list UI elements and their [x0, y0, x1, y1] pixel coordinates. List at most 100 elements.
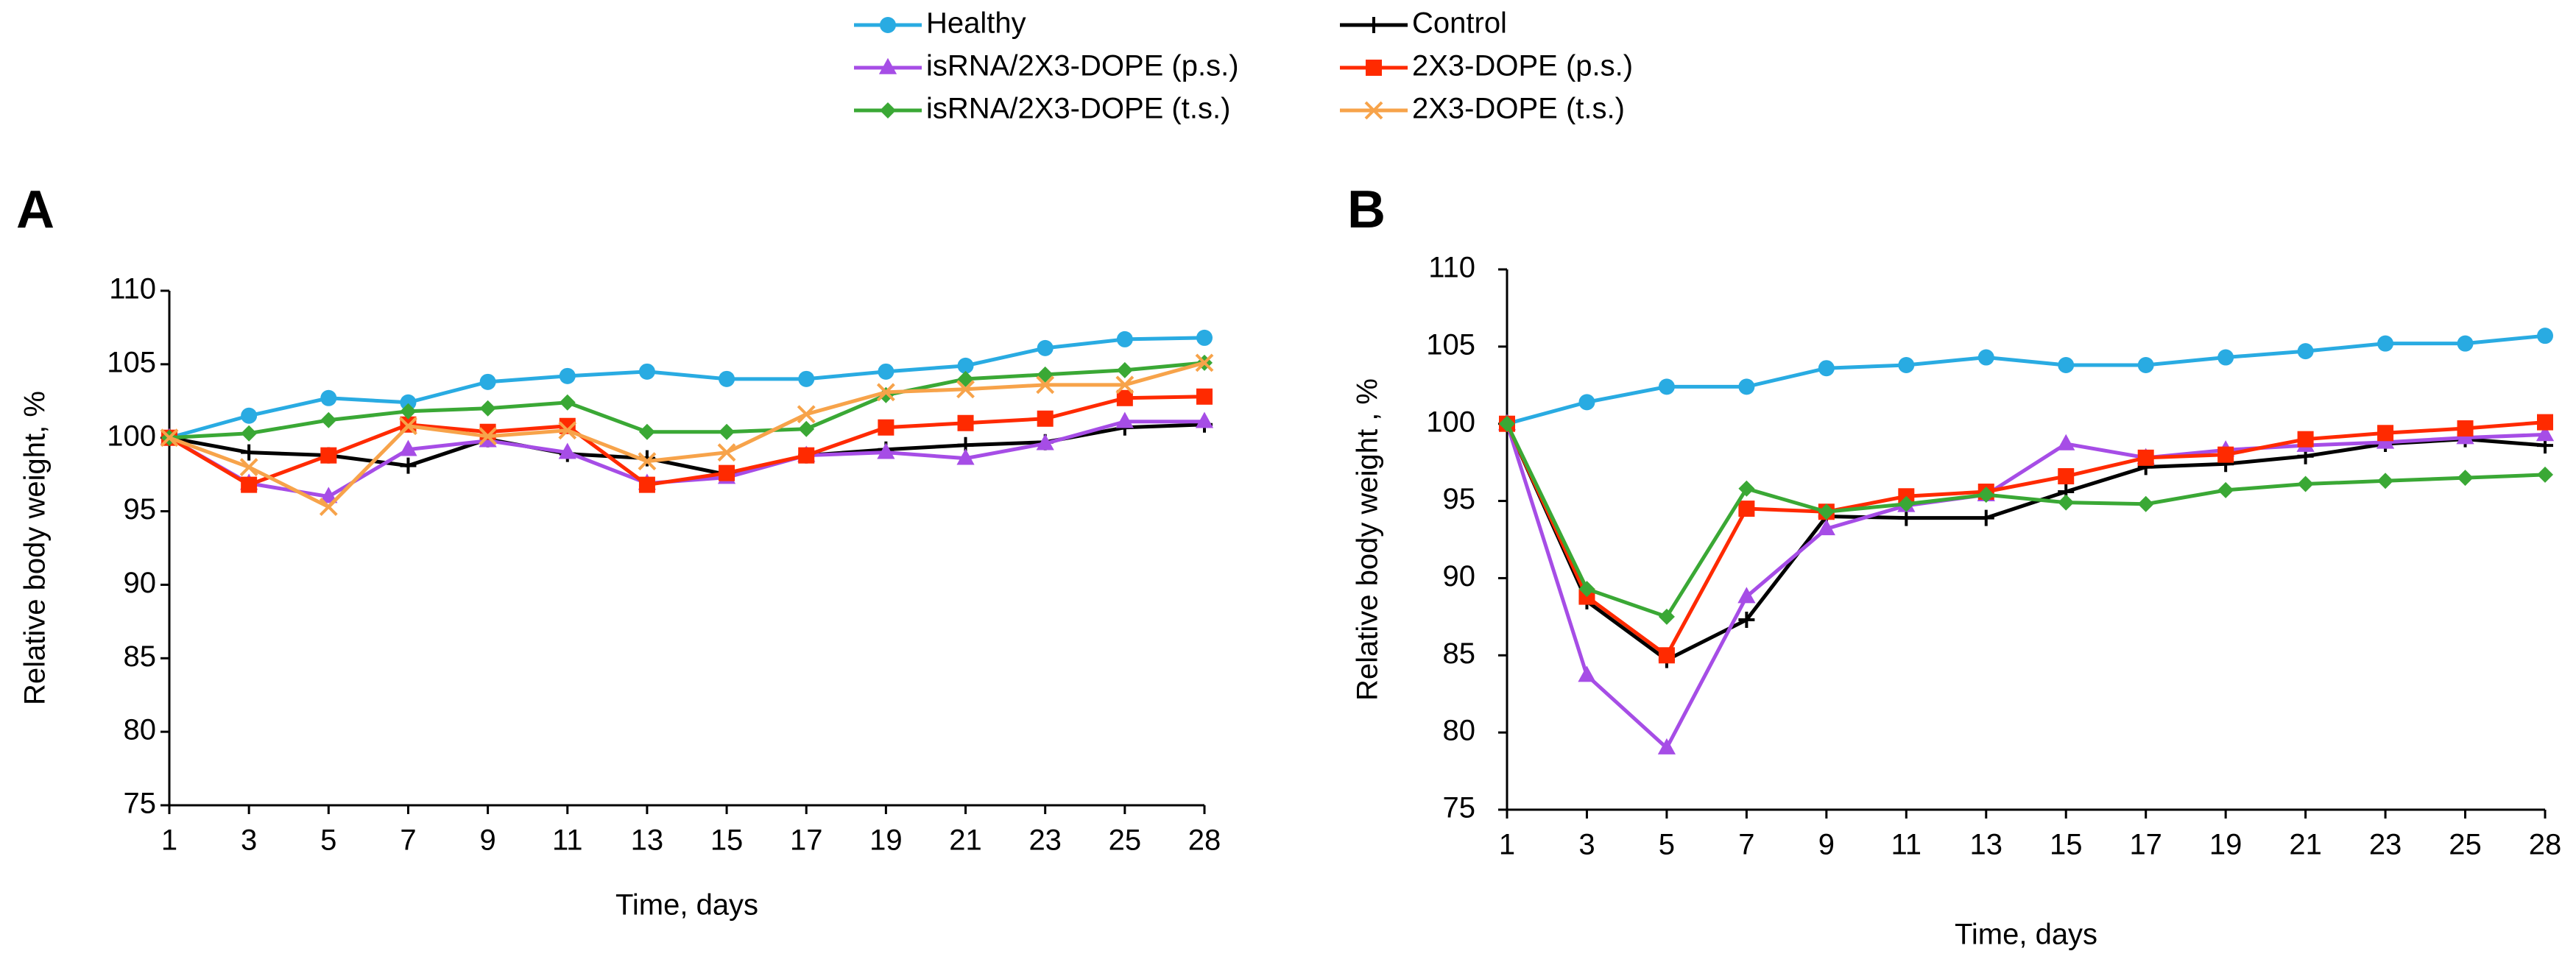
legend-marker	[1364, 101, 1383, 120]
x-tick-label: 3	[1578, 829, 1595, 861]
x-tick-label: 7	[400, 824, 416, 857]
y-tick-label: 75	[124, 788, 157, 820]
data-point	[241, 425, 258, 442]
data-point	[2217, 481, 2234, 498]
data-point	[558, 421, 577, 440]
data-point	[1977, 349, 1994, 366]
data-point	[1037, 339, 1054, 356]
x-tick-label: 5	[1659, 829, 1675, 861]
legend-marker	[880, 17, 896, 33]
x-tick-label: 7	[1738, 829, 1754, 861]
x-tick-label: 19	[2209, 829, 2242, 861]
legend-label: Healthy	[926, 7, 1026, 40]
data-point	[719, 464, 735, 481]
y-tick-label: 80	[1443, 715, 1476, 747]
panel-label: B	[1347, 180, 1386, 239]
legend-label: Control	[1412, 7, 1507, 40]
data-point	[2377, 473, 2394, 489]
data-point	[1977, 487, 1994, 503]
data-point	[320, 411, 337, 428]
data-point	[1036, 434, 1054, 450]
series-line	[169, 361, 1205, 440]
data-point	[1578, 665, 1596, 682]
series-line	[1505, 423, 2546, 662]
x-axis-label: Time, days	[1955, 919, 2097, 951]
data-point	[400, 403, 417, 420]
data-point	[638, 476, 655, 493]
series-line	[1505, 423, 2546, 752]
x-tick-label: 28	[2529, 829, 2562, 861]
data-point	[877, 442, 895, 459]
x-tick-label: 1	[161, 824, 177, 857]
x-tick-label: 19	[869, 824, 903, 857]
y-tick-label: 110	[109, 273, 156, 305]
x-tick-label: 13	[631, 824, 664, 857]
data-point	[2457, 470, 2474, 487]
data-point	[2297, 431, 2314, 448]
data-point	[1658, 608, 1675, 625]
data-point	[1658, 647, 1675, 664]
data-point	[400, 457, 417, 474]
data-point	[1737, 587, 1756, 604]
data-point	[2297, 343, 2314, 360]
data-point	[878, 419, 894, 436]
data-point	[1818, 360, 1835, 377]
x-tick-label: 11	[552, 824, 583, 857]
data-point	[1818, 503, 1835, 520]
data-point	[1196, 388, 1213, 405]
data-point	[479, 427, 498, 446]
data-point	[638, 423, 655, 440]
x-tick-label: 5	[320, 824, 336, 857]
data-point	[638, 452, 657, 471]
y-tick-label: 100	[107, 420, 156, 452]
series-line	[1505, 423, 2546, 619]
data-point	[638, 363, 655, 380]
x-tick-label: 25	[2449, 829, 2482, 861]
legend-marker	[1366, 60, 1382, 76]
x-tick-label: 28	[1188, 824, 1221, 857]
x-tick-label: 15	[2050, 829, 2083, 861]
data-point	[797, 405, 816, 424]
panel-label: A	[16, 180, 54, 239]
data-point	[241, 476, 258, 493]
data-point	[2058, 468, 2075, 485]
data-point	[2457, 335, 2474, 352]
y-tick-label: 90	[1443, 560, 1476, 593]
y-tick-label: 110	[1428, 252, 1475, 284]
data-point	[160, 428, 179, 448]
legend-label: 2X3-DOPE (t.s.)	[1412, 93, 1625, 125]
data-point	[1738, 378, 1755, 395]
data-point	[479, 373, 496, 390]
data-point	[1738, 501, 1755, 517]
data-point	[1738, 480, 1755, 497]
data-point	[558, 442, 576, 459]
x-tick-label: 13	[1970, 829, 2003, 861]
data-point	[1116, 361, 1133, 378]
data-point	[1977, 509, 1994, 526]
data-point	[1115, 375, 1135, 395]
data-point	[239, 458, 258, 477]
x-tick-label: 23	[1028, 824, 1062, 857]
data-point	[956, 448, 975, 465]
data-point	[719, 370, 735, 387]
data-point	[241, 407, 258, 424]
data-point	[2137, 449, 2154, 466]
data-point	[319, 498, 338, 516]
data-point	[400, 394, 417, 411]
data-point	[2457, 420, 2474, 437]
x-axis-label: Time, days	[615, 889, 758, 922]
data-point	[717, 443, 736, 462]
data-point	[1037, 410, 1054, 427]
data-point	[2057, 434, 2075, 450]
data-point	[1898, 509, 1915, 526]
y-tick-label: 75	[1443, 792, 1476, 824]
series-line	[169, 361, 1205, 509]
legend-label: isRNA/2X3-DOPE (p.s.)	[926, 50, 1239, 82]
data-point	[2377, 335, 2394, 352]
data-point	[1195, 411, 1214, 428]
data-point	[1116, 389, 1133, 406]
y-tick-label: 105	[107, 346, 156, 378]
legend-marker	[1366, 17, 1382, 33]
x-tick-label: 9	[1818, 829, 1835, 861]
